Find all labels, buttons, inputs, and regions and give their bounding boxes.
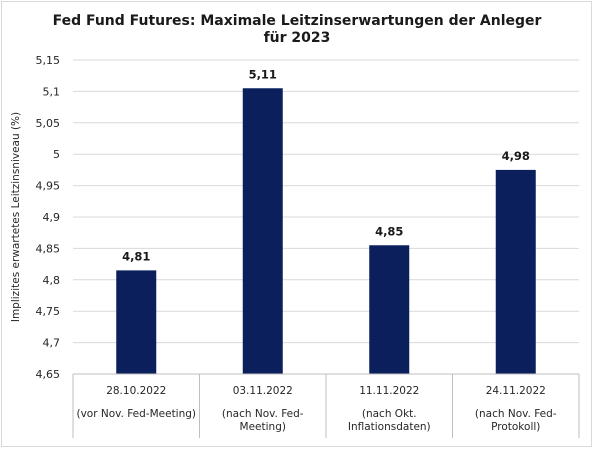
- x-category-label: Inflationsdaten): [348, 421, 431, 433]
- x-category-label: (nach Nov. Fed-: [222, 408, 304, 420]
- y-tick-label: 5,15: [36, 54, 61, 67]
- y-tick-label: 4,8: [43, 274, 61, 287]
- y-axis-label: Implizites erwartetes Leitzinsniveau (%): [10, 112, 22, 322]
- x-category-label: 28.10.2022: [106, 385, 166, 397]
- x-axis: [72, 373, 580, 438]
- x-category-label: 11.11.2022: [359, 385, 419, 397]
- x-category-label: Meeting): [240, 421, 286, 433]
- y-tick-label: 4,95: [36, 180, 61, 193]
- bar: [242, 88, 283, 374]
- data-label: 4,81: [122, 249, 150, 263]
- x-category-label: 24.11.2022: [486, 385, 546, 397]
- y-tick-label: 4,75: [36, 305, 61, 318]
- y-tick-label: 5,1: [43, 85, 61, 98]
- chart-title-line: Fed Fund Futures: Maximale Leitzinserwar…: [53, 13, 542, 29]
- data-label: 4,98: [502, 149, 530, 163]
- x-category-label: (nach Nov. Fed-: [475, 408, 557, 420]
- bars: [116, 88, 536, 374]
- x-axis-categories: 28.10.2022 (vor Nov. Fed-Meeting) 03.11.20…: [76, 385, 556, 433]
- x-category-label: Protokoll): [491, 421, 540, 433]
- bar: [369, 245, 410, 374]
- y-tick-label: 5,05: [36, 117, 61, 130]
- x-category-label: (nach Okt.: [362, 408, 417, 420]
- bar: [495, 169, 536, 374]
- chart-title-line: für 2023: [264, 30, 331, 46]
- data-label: 4,85: [375, 224, 403, 238]
- data-label: 5,11: [249, 67, 277, 81]
- y-tick-label: 4,65: [36, 368, 61, 381]
- y-tick-label: 4,85: [36, 242, 61, 255]
- y-tick-label: 4,7: [43, 337, 61, 350]
- chart-title: Fed Fund Futures: Maximale Leitzinserwar…: [53, 13, 542, 46]
- x-category-label: (vor Nov. Fed-Meeting): [76, 408, 196, 420]
- data-labels: 4,81 5,11 4,85 4,98: [122, 67, 530, 263]
- x-category-label: 03.11.2022: [233, 385, 293, 397]
- y-axis-ticks: 4,65 4,7 4,75 4,8 4,85 4,9 4,95 5 5,05 5,1 5,15: [36, 54, 61, 381]
- y-tick-label: 4,9: [43, 211, 61, 224]
- y-tick-label: 5: [53, 148, 60, 161]
- bar: [116, 270, 157, 374]
